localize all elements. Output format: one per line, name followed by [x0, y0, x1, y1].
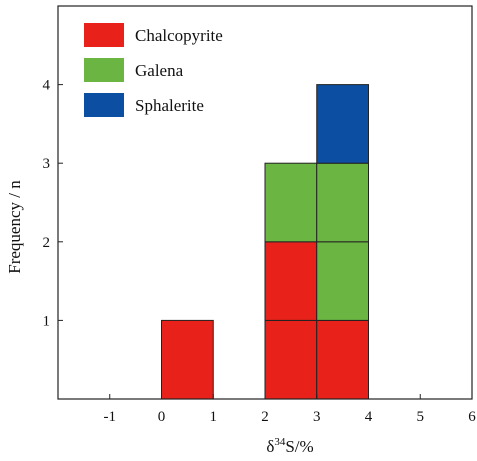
x-axis-title-delta: δ — [266, 437, 274, 456]
legend-label-galena: Galena — [135, 61, 184, 80]
x-tick-label: 2 — [261, 409, 269, 425]
bar-galena — [316, 162, 369, 243]
legend-label-chalcopyrite: Chalcopyrite — [135, 26, 223, 45]
x-tick-label: 5 — [417, 409, 425, 425]
y-axis-title: Frequency / n — [5, 180, 24, 274]
x-axis-title-rest: S/% — [285, 437, 313, 456]
bar-galena — [264, 162, 318, 243]
legend-swatch-sphalerite — [84, 93, 124, 117]
x-tick-label: 4 — [365, 409, 373, 425]
bar-galena — [316, 241, 369, 321]
x-axis-title-superscript: 34 — [274, 436, 286, 448]
bar-chalcopyrite — [264, 241, 318, 321]
y-tick-label: 1 — [43, 313, 51, 329]
x-tick-label: 6 — [468, 409, 476, 425]
bar-chalcopyrite — [161, 319, 214, 400]
legend-swatch-galena — [84, 58, 124, 82]
y-tick-label: 4 — [43, 78, 51, 94]
x-tick-label: -1 — [104, 409, 117, 425]
bar-sphalerite — [316, 84, 369, 164]
legend: Chalcopyrite Galena Sphalerite — [84, 23, 223, 117]
bar-chalcopyrite — [316, 319, 369, 400]
x-axis-title: δ34S/% — [266, 436, 313, 456]
y-tick-label: 2 — [43, 235, 51, 251]
x-tick-label: 0 — [158, 409, 166, 425]
bars-layer — [161, 84, 369, 400]
bar-chalcopyrite — [264, 319, 318, 400]
ticks-layer: -1 0 1 2 3 4 5 6 1 2 3 4 — [43, 78, 477, 425]
x-tick-label: 3 — [313, 409, 321, 425]
legend-label-sphalerite: Sphalerite — [135, 96, 204, 115]
x-tick-label: 1 — [210, 409, 218, 425]
legend-swatch-chalcopyrite — [84, 23, 124, 47]
y-tick-label: 3 — [43, 156, 51, 172]
